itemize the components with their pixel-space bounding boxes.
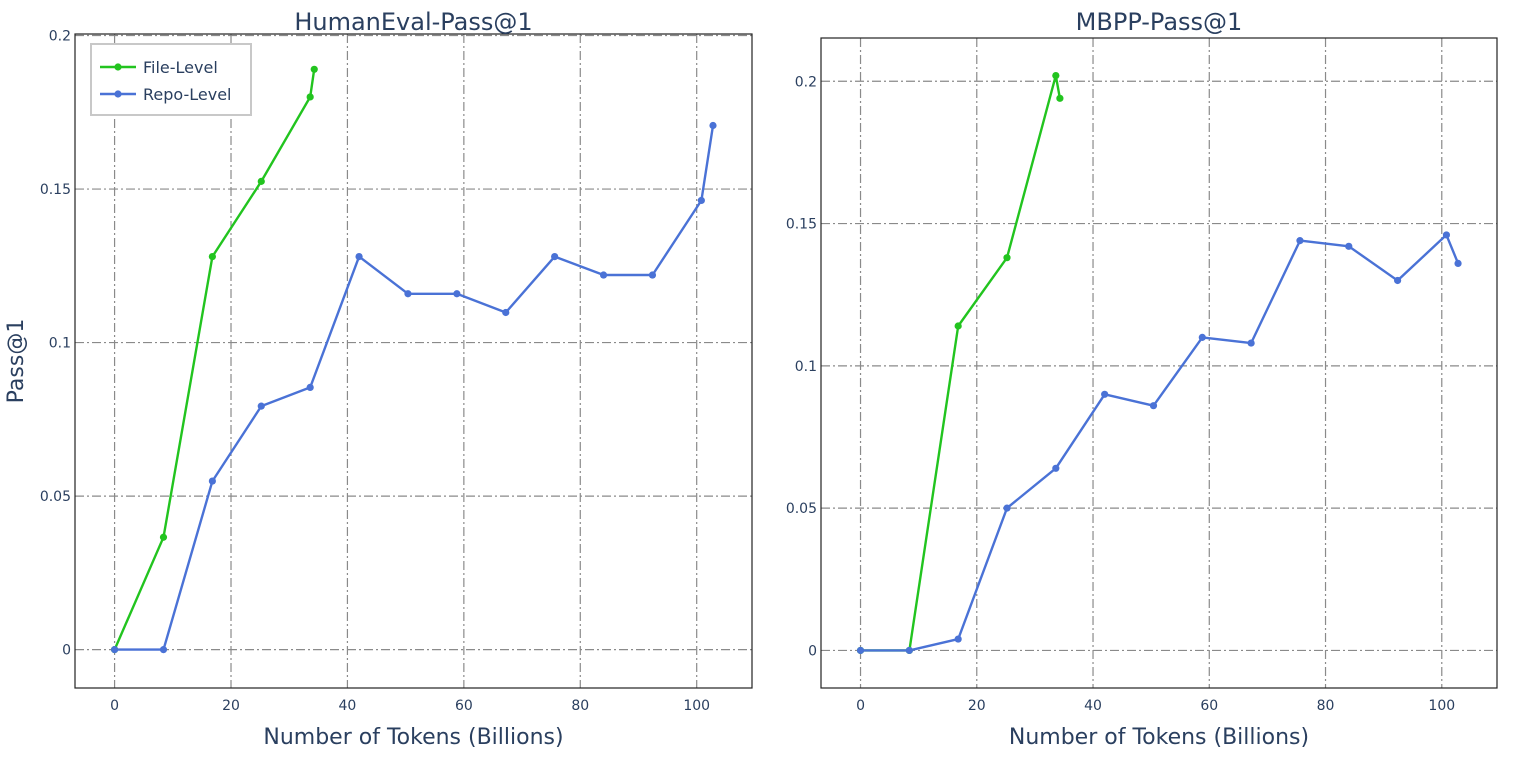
x-tick-label: 80 bbox=[1317, 698, 1335, 714]
y-tick-label: 0.2 bbox=[49, 29, 71, 45]
y-tick-label: 0.1 bbox=[795, 359, 817, 375]
legend: File-Level Repo-Level bbox=[90, 43, 252, 116]
data-point-repo-level bbox=[1247, 339, 1255, 347]
chart-title: HumanEval-Pass@1 bbox=[294, 8, 532, 36]
data-point-repo-level bbox=[1394, 276, 1402, 285]
data-point-file-level bbox=[1056, 94, 1064, 102]
data-point-repo-level bbox=[1003, 504, 1011, 512]
data-point-file-level bbox=[310, 65, 318, 73]
y-tick-label: 0.05 bbox=[786, 501, 817, 517]
data-point-repo-level bbox=[551, 253, 559, 261]
data-point-repo-level bbox=[1198, 333, 1206, 341]
chart-panel-2: 0 20 40 60 80 100 0 0.05 0.1 0.15 0.2 MBPP-Pass@1 Nu… bbox=[786, 8, 1498, 750]
chart-title: MBPP-Pass@1 bbox=[1076, 8, 1243, 36]
data-point-repo-level bbox=[453, 290, 461, 298]
data-point-file-level bbox=[159, 533, 168, 541]
data-point-repo-level bbox=[208, 477, 216, 485]
y-tick-label: 0.15 bbox=[786, 217, 817, 233]
data-point-repo-level bbox=[648, 271, 657, 279]
data-point-repo-level bbox=[1149, 402, 1158, 410]
data-point-repo-level bbox=[502, 308, 510, 317]
x-tick-label: 60 bbox=[1200, 698, 1218, 714]
x-tick-label: 60 bbox=[455, 698, 473, 714]
x-tick-label: 20 bbox=[222, 698, 240, 714]
legend-box bbox=[90, 43, 252, 116]
legend-label-file-level: File-Level bbox=[143, 58, 218, 77]
legend-label-repo-level: Repo-Level bbox=[143, 85, 232, 104]
chart-panel-1: 0 20 40 60 80 100 0 0.05 0.1 0.15 0.2 HumanEval-Pas… bbox=[4, 8, 753, 750]
x-tick-label: 40 bbox=[1084, 698, 1102, 714]
data-point-repo-level bbox=[1052, 464, 1060, 472]
data-point-repo-level bbox=[355, 253, 363, 261]
data-point-repo-level bbox=[1101, 390, 1109, 398]
data-point-repo-level bbox=[257, 402, 265, 410]
data-point-repo-level bbox=[1296, 237, 1304, 245]
y-tick-label: 0.2 bbox=[795, 74, 817, 90]
x-tick-label: 80 bbox=[571, 698, 589, 714]
plot-frame bbox=[74, 33, 753, 689]
data-point-repo-level bbox=[404, 290, 412, 298]
x-tick-label: 20 bbox=[968, 698, 986, 714]
data-point-repo-level bbox=[697, 196, 705, 205]
x-axis-title: Number of Tokens (Billions) bbox=[1009, 725, 1309, 750]
series-line-file-level bbox=[860, 74, 1062, 652]
x-tick-label: 100 bbox=[1428, 698, 1455, 714]
data-point-file-level bbox=[257, 177, 265, 185]
series-line-repo-level bbox=[860, 233, 1460, 652]
x-tick-label: 0 bbox=[110, 698, 119, 714]
data-point-repo-level bbox=[599, 271, 608, 279]
data-point-file-level bbox=[954, 322, 962, 330]
data-point-file-level bbox=[1003, 254, 1011, 262]
legend-marker-file-level bbox=[114, 63, 122, 71]
series-line-file-level bbox=[113, 69, 316, 651]
y-axis-title: Pass@1 bbox=[4, 319, 29, 404]
data-point-repo-level bbox=[856, 646, 865, 655]
data-point-repo-level bbox=[1454, 259, 1462, 267]
data-point-repo-level bbox=[954, 635, 962, 643]
series-line-repo-level bbox=[114, 125, 715, 651]
data-point-repo-level bbox=[159, 646, 168, 654]
y-tick-label: 0 bbox=[808, 643, 817, 659]
y-tick-label: 0.15 bbox=[40, 182, 71, 198]
y-tick-label: 0 bbox=[62, 643, 71, 659]
data-point-repo-level bbox=[1345, 242, 1353, 250]
data-point-repo-level bbox=[110, 646, 119, 654]
data-point-file-level bbox=[1052, 71, 1060, 80]
x-tick-label: 40 bbox=[339, 698, 357, 714]
x-axis-title: Number of Tokens (Billions) bbox=[263, 725, 563, 750]
data-point-repo-level bbox=[306, 383, 314, 392]
x-tick-label: 100 bbox=[683, 698, 710, 714]
legend-marker-repo-level bbox=[114, 90, 122, 98]
data-point-repo-level bbox=[905, 646, 913, 655]
x-tick-label: 0 bbox=[856, 698, 865, 714]
y-tick-label: 0.1 bbox=[49, 336, 71, 352]
data-point-repo-level bbox=[709, 121, 717, 130]
data-point-file-level bbox=[306, 93, 314, 101]
data-point-file-level bbox=[208, 253, 216, 261]
data-point-repo-level bbox=[1442, 231, 1451, 239]
plot-frame bbox=[820, 37, 1498, 689]
y-tick-label: 0.05 bbox=[40, 489, 71, 505]
